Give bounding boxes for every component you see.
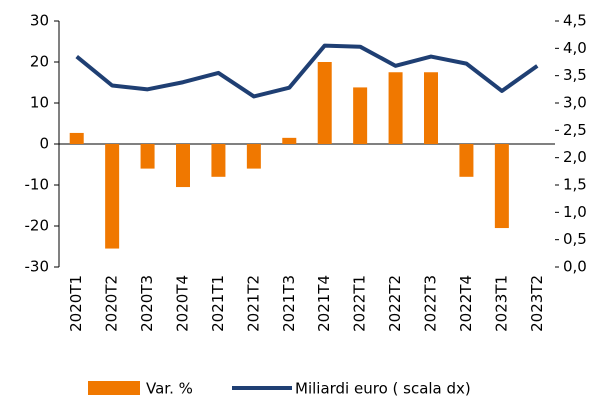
- x-tick-label: 2021T4: [315, 275, 333, 332]
- bar: [424, 72, 438, 144]
- y2-tick-label: 3,0: [563, 94, 587, 112]
- y2-tick-label: 1,5: [563, 176, 587, 194]
- bar: [282, 137, 297, 144]
- x-tick-label: 2022T3: [422, 275, 440, 332]
- bar: [211, 144, 226, 177]
- x-tick-label: 2023T2: [528, 275, 546, 332]
- y2-tick-label: 4,0: [563, 39, 587, 57]
- x-tick-label: 2020T1: [67, 275, 85, 332]
- bar: [317, 62, 332, 144]
- x-tick-label: 2021T3: [280, 275, 298, 332]
- y-tick-label: -30: [25, 258, 50, 276]
- line: [75, 43, 539, 99]
- x-tick-label: 2020T2: [103, 275, 121, 332]
- x-tick-label: 2022T4: [457, 275, 475, 332]
- bar: [353, 87, 368, 144]
- y-tick-label: -10: [25, 176, 50, 194]
- y2-tick-label: 4,5: [563, 12, 587, 30]
- y2-tick-label: 0,5: [563, 230, 587, 248]
- x-tick-label: 2022T1: [351, 275, 369, 332]
- legend-label: Var. %: [146, 380, 193, 398]
- x-tick-label: 2020T3: [138, 275, 156, 332]
- y2-tick-label: 2,0: [563, 148, 587, 166]
- x-tick-label: 2021T2: [244, 275, 262, 332]
- bar: [388, 72, 403, 144]
- x-tick-label: 2020T4: [174, 275, 192, 332]
- y-tick-label: 20: [30, 53, 49, 71]
- legend-label: Miliardi euro ( scala dx): [295, 380, 471, 398]
- bar: [140, 144, 155, 169]
- x-tick-label: 2023T1: [492, 275, 510, 332]
- bar: [494, 144, 509, 229]
- bar: [459, 144, 474, 177]
- x-tick-label: 2021T1: [209, 275, 227, 332]
- y-tick-label: -20: [25, 217, 50, 235]
- bar: [105, 144, 120, 249]
- y2-tick-label: 3,5: [563, 66, 587, 84]
- bar: [69, 132, 84, 144]
- bar: [246, 144, 261, 169]
- y-tick-label: 10: [30, 94, 49, 112]
- bar: [176, 144, 190, 188]
- y2-tick-label: 0,0: [563, 258, 587, 276]
- y-tick-label: 30: [30, 12, 49, 30]
- x-tick-label: 2022T2: [386, 275, 404, 332]
- y2-tick-label: 2,5: [563, 121, 587, 139]
- y2-tick-label: 1,0: [563, 203, 587, 221]
- legend-swatch: [88, 381, 140, 395]
- y-tick-label: 0: [39, 135, 49, 153]
